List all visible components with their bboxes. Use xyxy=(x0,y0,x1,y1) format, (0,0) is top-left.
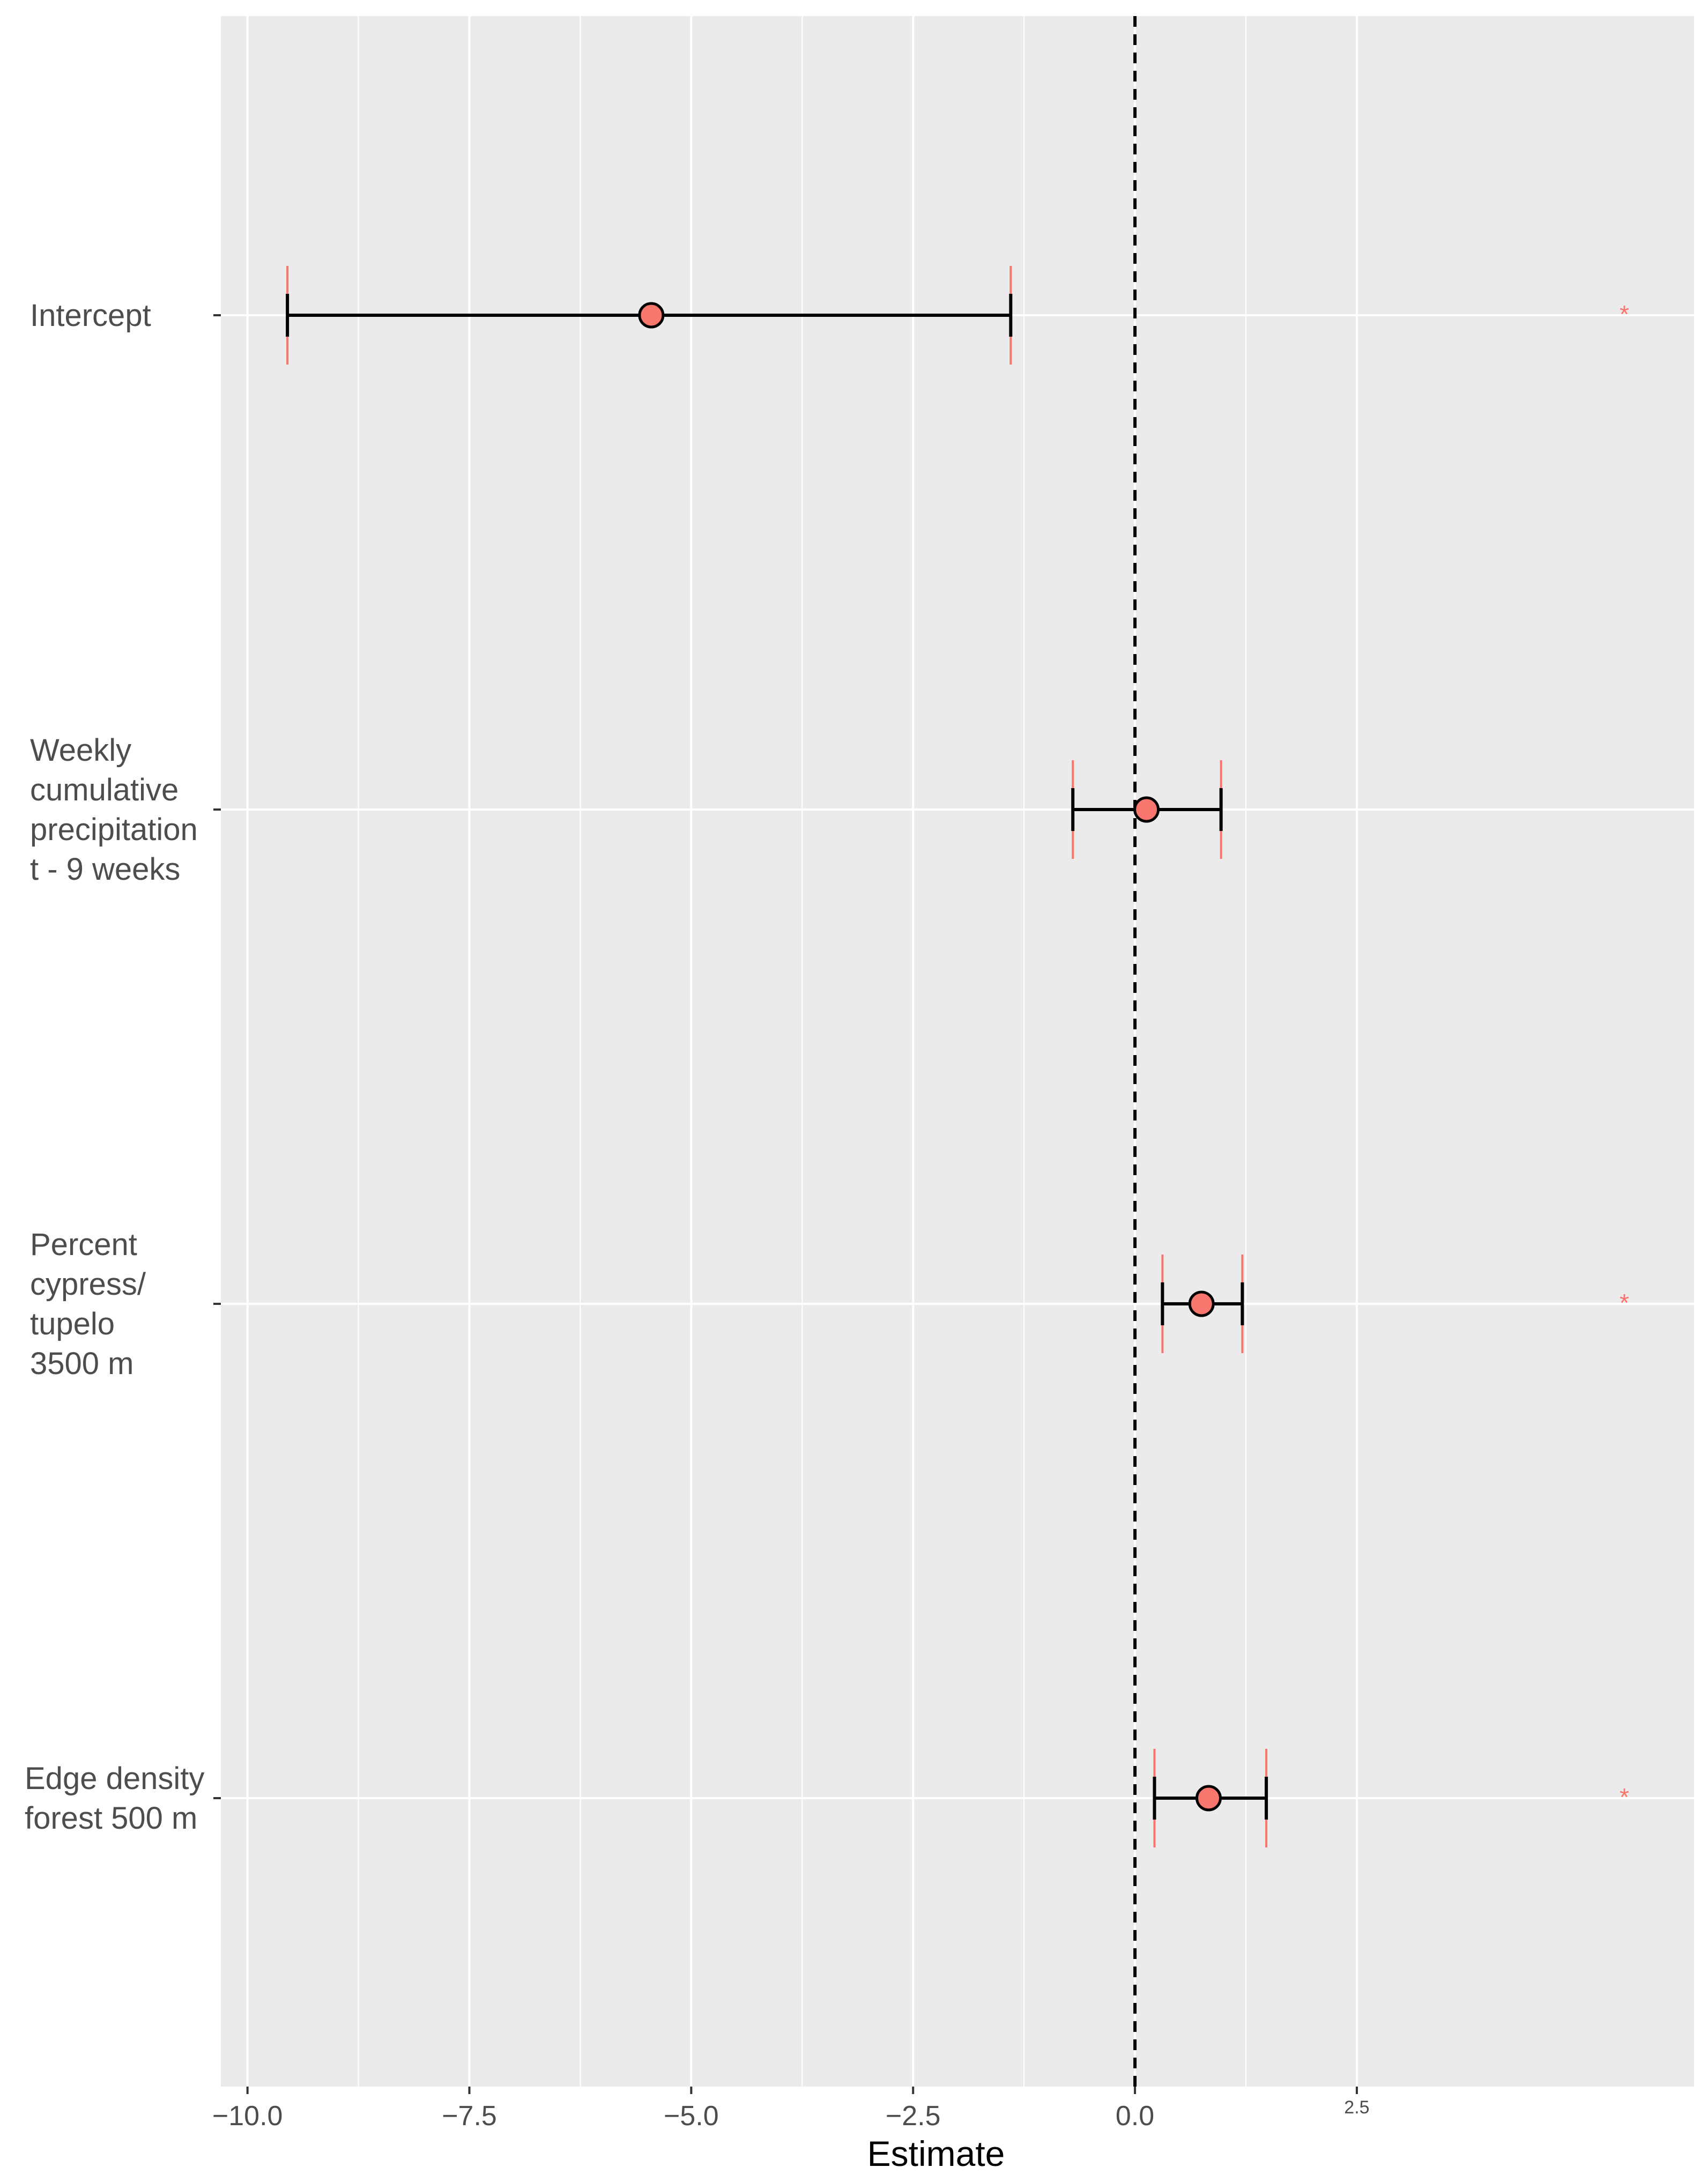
x-axis-title: Estimate xyxy=(867,2134,1005,2173)
estimate-point xyxy=(1133,796,1160,823)
axis-labels: −10.0 −7.5 −5.0 −2.5 0.0 2.5 Intercept * Weekly c… xyxy=(25,298,1629,2132)
estimate-point xyxy=(1188,1290,1215,1317)
y-axis-label-line: Weekly xyxy=(30,733,131,768)
y-axis-label: Percent cypress/tupelo 3500 m xyxy=(30,1227,146,1381)
y-axis-label-line: Percent xyxy=(30,1227,137,1262)
significance-marker: * xyxy=(1620,1783,1629,1811)
x-tick-label: −5.0 xyxy=(664,2101,719,2132)
plot-panel xyxy=(221,16,1694,2087)
y-axis-label-line: tupelo xyxy=(30,1307,115,1341)
y-axis-label-line: cumulative xyxy=(30,773,179,807)
y-axis-label-line: t - 9 weeks xyxy=(30,852,180,887)
estimate-point xyxy=(1195,1785,1222,1812)
y-axis-label: Weekly cumulative precipitation t - 9 weeks xyxy=(30,733,198,887)
significance-marker: * xyxy=(1620,1289,1629,1317)
y-axis-label-line: Edge density xyxy=(25,1761,204,1796)
x-tick-label: −10.0 xyxy=(212,2101,283,2132)
x-tick-label: −2.5 xyxy=(886,2101,941,2132)
y-axis-label-line: cypress/ xyxy=(30,1267,146,1302)
x-tick-label: 0.0 xyxy=(1116,2101,1154,2132)
y-axis-label-line: 3500 m xyxy=(30,1346,133,1381)
x-tick-label: −7.5 xyxy=(442,2101,497,2132)
significance-marker: * xyxy=(1620,300,1629,328)
y-axis-label: Intercept xyxy=(30,298,151,333)
x-tick-label: 2.5 xyxy=(1344,2097,1369,2118)
estimate-points xyxy=(638,302,1222,1812)
y-axis-label: Edge density forest 500 m xyxy=(25,1761,204,1836)
estimate-point xyxy=(638,302,665,329)
y-axis-label-line: precipitation xyxy=(30,812,198,847)
y-axis-label-line: Intercept xyxy=(30,298,151,333)
y-axis-label-line: forest 500 m xyxy=(25,1801,197,1836)
